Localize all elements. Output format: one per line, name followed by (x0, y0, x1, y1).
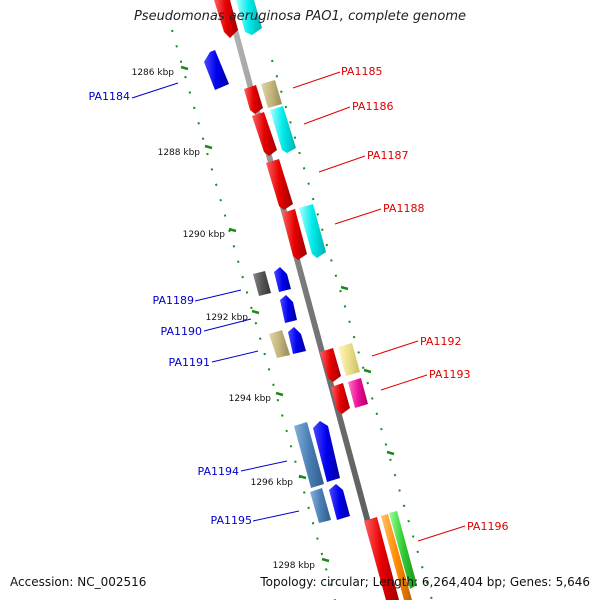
tick-mark (363, 368, 372, 374)
leader-line (380, 374, 428, 391)
gene-label-pa1196: PA1196 (467, 520, 508, 533)
leader-line (334, 208, 382, 225)
gene-arrow[interactable] (294, 422, 324, 488)
leader-line (318, 155, 366, 173)
tick-mark (251, 309, 260, 315)
gene-label-pa1195: PA1195 (211, 514, 252, 527)
gene-label-pa1191: PA1191 (169, 356, 210, 369)
tick-mark (228, 227, 237, 233)
leader-line (194, 289, 242, 302)
gene-label-pa1185: PA1185 (341, 65, 382, 78)
gene-arrow-pa1196[interactable] (364, 517, 399, 600)
gene-arrow-pa1195[interactable] (329, 484, 350, 520)
gene-arrow-pa1192[interactable] (320, 348, 341, 382)
tick-label: 1296 kbp (251, 478, 294, 488)
leader-line (303, 106, 351, 125)
tick-label: 1286 kbp (132, 68, 175, 78)
gene-arrow[interactable] (253, 271, 271, 296)
tick-label: 1292 kbp (206, 313, 249, 323)
gene-arrow[interactable] (338, 343, 360, 376)
gene-arrow-pa1186[interactable] (252, 112, 277, 156)
tick-mark (298, 474, 307, 480)
tick-mark (386, 450, 395, 456)
gene-label-pa1187: PA1187 (367, 149, 408, 162)
leader-line (131, 82, 179, 99)
gene-label-pa1192: PA1192 (420, 335, 461, 348)
gene-label-pa1190: PA1190 (161, 325, 202, 338)
tick-mark (340, 285, 349, 291)
leader-line (252, 510, 300, 522)
tick-mark (321, 557, 330, 563)
gene-label-pa1194: PA1194 (198, 465, 239, 478)
tick-label: 1290 kbp (183, 230, 226, 240)
gene-arrow-pa1189[interactable] (274, 267, 291, 292)
tick-mark (275, 391, 284, 397)
gene-arrow[interactable] (270, 106, 296, 153)
gene-arrow-pa1193[interactable] (331, 383, 350, 414)
tick-label: 1298 kbp (273, 561, 316, 571)
gene-arrow[interactable] (269, 330, 290, 358)
leader-line (240, 460, 288, 472)
leader-line (371, 340, 419, 357)
gene-arrow[interactable] (214, 0, 238, 38)
gene-arrow[interactable] (261, 80, 282, 108)
tick-label: 1288 kbp (158, 148, 201, 158)
gene-arrow-pa1184[interactable] (204, 50, 229, 90)
tick-mark (204, 144, 213, 150)
leader-line (417, 525, 466, 542)
tick-label: 1294 kbp (229, 394, 272, 404)
gene-arrow[interactable] (310, 488, 331, 523)
gene-arrow[interactable] (236, 0, 262, 35)
gene-label-pa1184: PA1184 (89, 90, 130, 103)
leader-line (292, 71, 341, 89)
gene-arrow-pa1191[interactable] (288, 327, 306, 354)
gene-arrow[interactable] (389, 511, 417, 589)
tick-mark (180, 65, 189, 71)
gene-arrow-pa1185[interactable] (244, 85, 263, 114)
leader-line (203, 318, 252, 332)
gene-label-pa1188: PA1188 (383, 202, 424, 215)
gene-label-pa1193: PA1193 (429, 368, 470, 381)
gene-arrow[interactable] (299, 204, 326, 258)
topology-summary: Topology: circular; Length: 6,264,404 bp… (260, 575, 590, 589)
leader-line (211, 350, 259, 363)
gene-label-pa1186: PA1186 (352, 100, 393, 113)
map-title: Pseudomonas aeruginosa PAO1, complete ge… (133, 9, 467, 24)
gene-label-pa1189: PA1189 (153, 294, 194, 307)
gene-arrow-pa1188[interactable] (282, 209, 307, 260)
gene-arrow-pa1190[interactable] (280, 295, 297, 323)
gene-arrow[interactable] (381, 514, 412, 600)
accession-label: Accession: NC_002516 (10, 575, 147, 589)
gene-arrow-pa1187[interactable] (266, 159, 293, 210)
gene-arrow-pa1194[interactable] (313, 421, 340, 482)
gene-arrow[interactable] (348, 378, 368, 408)
